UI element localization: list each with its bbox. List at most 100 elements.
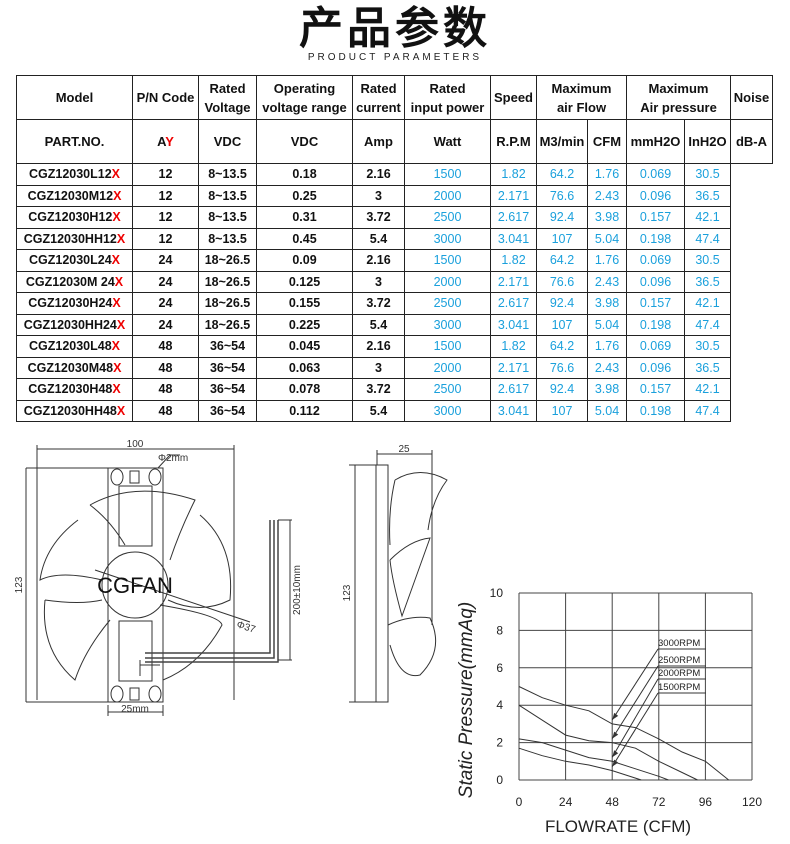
- table-row: CGZ12030H12X 12 8~13.5 0.31 3.72 2500 2.617 92.…: [16, 206, 773, 229]
- cgfan-logo: CGFAN: [97, 573, 173, 598]
- arrowhead: [612, 750, 619, 758]
- x-tick-label: 0: [516, 795, 523, 809]
- dim-bracket: 25mm: [121, 704, 149, 715]
- rpm-cell: 2000: [404, 270, 491, 293]
- series-line-1500rpm: [518, 747, 642, 781]
- y-tick-label: 4: [496, 698, 503, 712]
- rpm-cell: 1500: [404, 249, 491, 272]
- watt-cell: 3.72: [352, 206, 405, 229]
- inh2o-cell: 0.198: [626, 399, 685, 422]
- amp-cell: 0.125: [256, 270, 353, 293]
- range-cell: 18~26.5: [198, 270, 257, 293]
- amp-cell: 0.18: [256, 163, 353, 186]
- watt-cell: 5.4: [352, 399, 405, 422]
- table-row: CGZ12030M 24X 24 18~26.5 0.125 3 2000 2.171 76.…: [16, 270, 773, 293]
- watt-cell: 2.16: [352, 163, 405, 186]
- mmh2o-cell: 3.98: [587, 378, 627, 401]
- dim-side-height: 123: [342, 584, 353, 601]
- model-cell: CGZ12030M 24X: [16, 270, 133, 293]
- m3-cell: 2.617: [490, 206, 537, 229]
- mmh2o-cell: 1.76: [587, 163, 627, 186]
- mmh2o-cell: 2.43: [587, 184, 627, 207]
- side-view-drawing: [349, 450, 448, 703]
- series-line-2000rpm: [518, 738, 669, 781]
- db-cell: 36.5: [684, 184, 731, 207]
- unit-cell: VDC: [198, 119, 257, 164]
- x-tick-label: 24: [559, 795, 573, 809]
- arrowhead: [612, 731, 619, 739]
- mmh2o-cell: 2.43: [587, 356, 627, 379]
- inh2o-cell: 0.157: [626, 206, 685, 229]
- unit-cell: M3/min: [536, 119, 588, 164]
- header-model: Model: [16, 75, 133, 120]
- series-label: 2500RPM: [658, 655, 700, 666]
- range-cell: 8~13.5: [198, 206, 257, 229]
- arrowhead: [612, 759, 619, 767]
- units-row: PART.NO. AY VDC VDC Amp Watt R.P.M M3/min CFM mmH…: [16, 119, 773, 164]
- unit-cell: PART.NO.: [16, 119, 133, 164]
- table-row: CGZ12030HH48X 48 36~54 0.112 5.4 3000 3.041 107…: [16, 399, 773, 422]
- dim-hole: Φ2mm: [158, 453, 188, 464]
- model-cell: CGZ12030HH24X: [16, 313, 133, 336]
- series-label: 2000RPM: [658, 668, 700, 679]
- mmh2o-cell: 5.04: [587, 227, 627, 250]
- label-arrow: [611, 648, 659, 721]
- dim-cable: 200±10mm: [292, 565, 303, 615]
- mmh2o-cell: 5.04: [587, 399, 627, 422]
- range-cell: 18~26.5: [198, 249, 257, 272]
- amp-cell: 0.078: [256, 378, 353, 401]
- m3-cell: 2.171: [490, 356, 537, 379]
- y-tick-label: 2: [496, 736, 503, 750]
- mmh2o-cell: 5.04: [587, 313, 627, 336]
- table-row: CGZ12030M12X 12 8~13.5 0.25 3 2000 2.171 76.6 2.…: [16, 184, 773, 207]
- arrowhead: [612, 712, 619, 720]
- page-subtitle: PRODUCT PARAMETERS: [307, 52, 483, 63]
- model-cell: CGZ12030HH12X: [16, 227, 133, 250]
- y-axis-label: Static Pressure(mmAq): [456, 602, 477, 798]
- db-cell: 42.1: [684, 292, 731, 315]
- unit-cell: dB-A: [730, 119, 773, 164]
- x-axis-label: FLOWRATE (CFM): [545, 817, 691, 836]
- series-label: 3000RPM: [658, 638, 700, 649]
- rpm-cell: 2500: [404, 292, 491, 315]
- front-view-drawing: [25, 445, 292, 716]
- db-cell: 47.4: [684, 399, 731, 422]
- table-row: CGZ12030H24X 24 18~26.5 0.155 3.72 2500 2.617 9…: [16, 292, 773, 315]
- amp-cell: 0.112: [256, 399, 353, 422]
- x-tick-label: 72: [652, 795, 666, 809]
- unit-cell: Amp: [352, 119, 405, 164]
- watt-cell: 2.16: [352, 335, 405, 358]
- model-cell: CGZ12030H48X: [16, 378, 133, 401]
- header-rated-current: Rated current: [352, 75, 405, 120]
- x-tick-label: 120: [742, 795, 762, 809]
- y-tick-label: 10: [490, 586, 504, 600]
- label-arrow: [611, 665, 659, 739]
- series-line-3000rpm: [518, 686, 730, 781]
- table-row: CGZ12030L12X 12 8~13.5 0.18 2.16 1500 1.82 64.2…: [16, 163, 773, 186]
- db-cell: 30.5: [684, 249, 731, 272]
- amp-cell: 0.225: [256, 313, 353, 336]
- series-label: 1500RPM: [658, 682, 700, 693]
- header-rated-voltage: Rated Voltage: [198, 75, 257, 120]
- table-row: CGZ12030HH24X 24 18~26.5 0.225 5.4 3000 3.041 1…: [16, 313, 773, 336]
- table-row: CGZ12030L24X 24 18~26.5 0.09 2.16 1500 1.82 64.…: [16, 249, 773, 272]
- unit-cell: VDC: [256, 119, 353, 164]
- x-tick-label: 48: [606, 795, 620, 809]
- table-row: CGZ12030L48X 48 36~54 0.045 2.16 1500 1.82 64.2…: [16, 335, 773, 358]
- db-cell: 42.1: [684, 206, 731, 229]
- model-cell: CGZ12030M48X: [16, 356, 133, 379]
- m3-cell: 3.041: [490, 313, 537, 336]
- unit-cell: CFM: [587, 119, 627, 164]
- page-title: 产品参数: [299, 3, 491, 54]
- table-row: CGZ12030M48X 48 36~54 0.063 3 2000 2.171 76.6 2.…: [16, 356, 773, 379]
- v-cell: 48: [132, 335, 199, 358]
- series-line-2500rpm: [518, 704, 698, 781]
- product-parameters-table: Model P/N Code Rated Voltage Operating vol…: [16, 75, 773, 422]
- y-tick-label: 6: [496, 661, 503, 675]
- range-cell: 8~13.5: [198, 227, 257, 250]
- dim-depth: 25: [398, 444, 410, 455]
- db-cell: 42.1: [684, 378, 731, 401]
- db-cell: 30.5: [684, 335, 731, 358]
- x-tick-label: 96: [699, 795, 713, 809]
